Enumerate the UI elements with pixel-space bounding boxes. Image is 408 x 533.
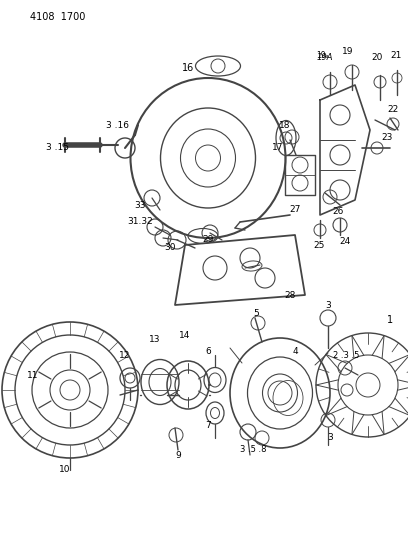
Text: 26: 26 — [332, 207, 344, 216]
Text: 3 .16: 3 .16 — [106, 120, 129, 130]
Text: 3: 3 — [325, 301, 331, 310]
Text: 5: 5 — [253, 309, 259, 318]
Text: 3 .5 .8: 3 .5 .8 — [240, 446, 266, 455]
Text: 20: 20 — [371, 53, 383, 62]
Text: 17: 17 — [272, 143, 284, 152]
Text: 7: 7 — [205, 421, 211, 430]
Text: 18: 18 — [279, 120, 291, 130]
Text: 4: 4 — [292, 348, 298, 357]
Text: 19ₐ: 19ₐ — [317, 51, 329, 60]
Text: 19A: 19A — [317, 53, 333, 62]
Text: 12: 12 — [119, 351, 131, 359]
Text: 3 .15: 3 .15 — [46, 143, 69, 152]
Text: 19: 19 — [342, 47, 354, 56]
Text: 25: 25 — [313, 240, 325, 249]
Text: 24: 24 — [339, 238, 350, 246]
Text: 31.32: 31.32 — [127, 217, 153, 227]
Text: 22: 22 — [387, 106, 399, 115]
Text: 13: 13 — [149, 335, 161, 344]
Text: 21: 21 — [390, 51, 402, 60]
Text: 11: 11 — [27, 370, 39, 379]
Text: 14: 14 — [179, 330, 191, 340]
Text: 30: 30 — [164, 244, 176, 253]
Text: 28: 28 — [284, 290, 296, 300]
Text: 2 .3 .5: 2 .3 .5 — [333, 351, 359, 359]
Text: 27: 27 — [289, 206, 301, 214]
Text: 4108  1700: 4108 1700 — [30, 12, 85, 22]
Text: 16: 16 — [182, 63, 194, 73]
Text: 10: 10 — [59, 465, 71, 474]
Text: 33: 33 — [134, 200, 146, 209]
Text: 29: 29 — [202, 236, 214, 245]
Text: 6: 6 — [205, 348, 211, 357]
Text: 1: 1 — [387, 315, 393, 325]
Text: 9: 9 — [175, 450, 181, 459]
Text: 23: 23 — [381, 133, 392, 142]
Text: 3: 3 — [327, 433, 333, 442]
